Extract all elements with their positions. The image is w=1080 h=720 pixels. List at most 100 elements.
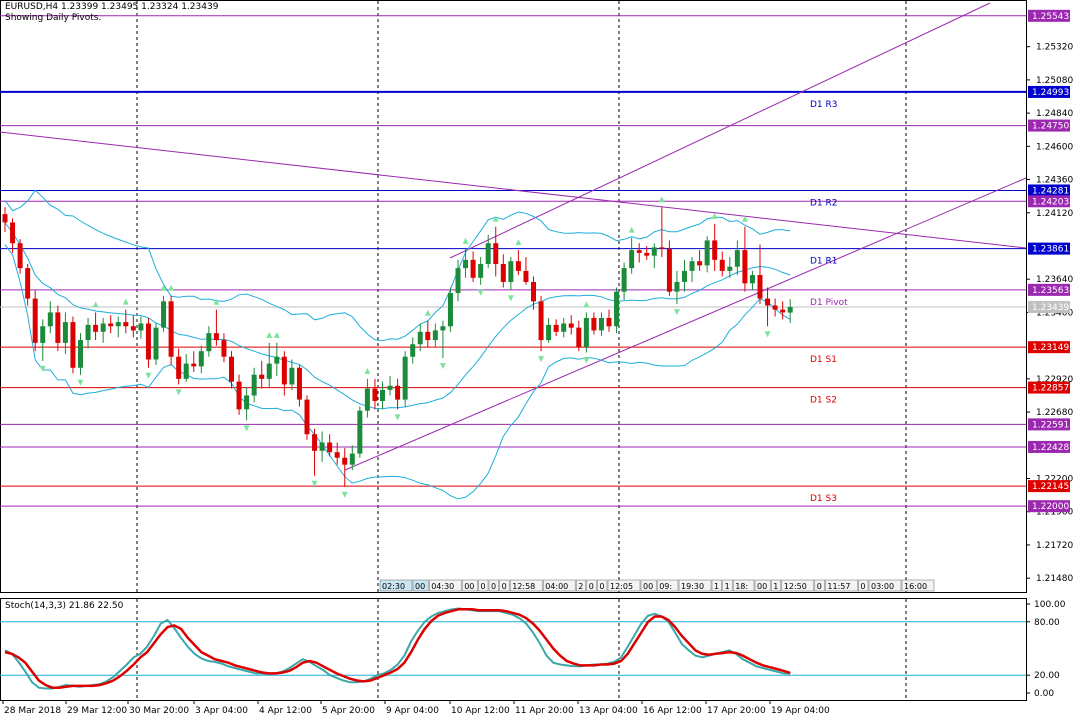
time-box-text-6: 0 <box>502 582 507 591</box>
candle-body-38 <box>289 367 295 385</box>
time-box-text-23: 11:57 <box>827 582 850 591</box>
candle-body-20 <box>153 327 159 360</box>
fractal-up-77 <box>583 301 590 308</box>
candle-body-95 <box>719 259 725 271</box>
horizontal-levels <box>0 15 1026 507</box>
price-label-box-11 <box>1028 440 1070 453</box>
candle-body-51 <box>387 385 393 390</box>
candle-body-17 <box>130 326 136 331</box>
time-box-text-19: 00 <box>757 582 767 591</box>
candle-body-54 <box>410 344 416 357</box>
candle-body-75 <box>568 323 574 328</box>
time-box-12 <box>607 579 641 592</box>
fractal-up-35 <box>266 331 273 338</box>
stoch-ticks: 100.00 80.00 20.00 0.00 <box>1026 600 1066 699</box>
fractal-down-71 <box>538 356 545 363</box>
candle-body-55 <box>417 331 423 345</box>
candle-body-8 <box>62 322 68 343</box>
stochastic-panel[interactable]: 100.00 80.00 20.00 0.00 <box>0 598 1066 701</box>
candle-body-11 <box>85 324 91 341</box>
time-box-text-2: 04:30 <box>431 582 454 591</box>
candle-body-47 <box>357 410 363 454</box>
candle-body-3 <box>25 268 31 299</box>
time-box-text-22: 0 <box>817 582 822 591</box>
fractal-down-67 <box>507 295 514 302</box>
price-label-10: 1.22591 <box>1032 420 1069 430</box>
time-box-6 <box>499 579 510 592</box>
candle-body-61 <box>463 259 469 269</box>
time-label-11: 17 Apr 20:00 <box>707 706 766 716</box>
candle-body-98 <box>742 250 748 284</box>
candle-body-77 <box>583 317 589 348</box>
candle-body-52 <box>395 385 401 400</box>
time-box-19 <box>754 579 771 592</box>
fractal-up-22 <box>168 284 175 291</box>
time-box-13 <box>640 579 657 592</box>
fractal-down-58 <box>439 363 446 370</box>
candle-body-69 <box>523 270 529 282</box>
candle-body-34 <box>259 374 265 379</box>
price-tick-2: 1.24840 <box>1036 109 1073 119</box>
fractal-up-65 <box>492 215 499 222</box>
candle-body-86 <box>651 247 657 256</box>
fractal-down-5 <box>39 365 46 372</box>
time-label-7: 10 Apr 12:00 <box>451 706 510 716</box>
price-label-box-12 <box>1028 480 1070 493</box>
fractal-up-98 <box>741 215 748 222</box>
candle-body-2 <box>17 243 23 269</box>
candle-body-79 <box>598 317 604 331</box>
candle-body-42 <box>319 442 325 451</box>
time-box-text-20: 1 <box>773 582 778 591</box>
time-box-2 <box>428 579 462 592</box>
fractal-down-32 <box>243 425 250 432</box>
candle-body-89 <box>674 281 680 292</box>
stoch-tick-0: 100.00 <box>1034 600 1066 610</box>
price-label-box-5 <box>1028 242 1070 255</box>
candle-body-64 <box>485 243 491 264</box>
pivot-label-4: D1 S1 <box>810 355 837 365</box>
price-tick-12: 1.21720 <box>1036 541 1073 551</box>
price-tick-6: 1.23640 <box>1036 275 1073 285</box>
time-label-2: 30 Mar 20:00 <box>129 706 189 716</box>
candle-body-56 <box>425 331 431 341</box>
candle-body-57 <box>432 330 438 341</box>
price-axis: 1.25320 1.25080 1.24840 1.24600 1.24360 1.241… <box>1026 9 1073 584</box>
time-box-20 <box>770 579 782 592</box>
candle-body-96 <box>727 266 733 271</box>
candle-body-48 <box>364 388 370 411</box>
time-box-text-12: 12:05 <box>610 582 633 591</box>
time-box-0 <box>379 579 413 592</box>
fractal-down-101 <box>764 331 771 338</box>
fractal-up-83 <box>628 226 635 233</box>
price-tick-3: 1.24600 <box>1036 142 1073 152</box>
candle-body-28 <box>213 333 219 341</box>
price-panel[interactable]: D1 R3 D1 R2 D1 R1 D1 Pivot D1 S1 D1 S2 D1 S3 0… <box>0 0 1027 593</box>
candle-body-83 <box>629 250 635 269</box>
candle-body-22 <box>168 301 174 357</box>
time-label-8: 11 Apr 20:00 <box>515 706 574 716</box>
time-box-7 <box>509 579 543 592</box>
time-box-11 <box>597 579 608 592</box>
pivot-label-3: D1 Pivot <box>810 298 848 308</box>
time-box-text-0: 02:30 <box>382 582 405 591</box>
candle-body-9 <box>70 322 76 368</box>
candle-body-73 <box>553 324 559 332</box>
candle-body-18 <box>138 323 144 331</box>
time-box-21 <box>781 579 815 592</box>
time-box-15 <box>678 579 712 592</box>
candle-body-32 <box>244 395 250 410</box>
candle-body-97 <box>734 250 740 267</box>
candle-body-33 <box>251 374 257 396</box>
candle-body-94 <box>712 240 718 260</box>
price-tick-7: 1.23400 <box>1036 308 1073 318</box>
fractal-down-52 <box>394 414 401 421</box>
time-label-5: 5 Apr 20:00 <box>322 706 375 716</box>
candle-body-76 <box>576 327 582 348</box>
candle-body-30 <box>229 356 234 382</box>
candle-body-12 <box>93 324 99 332</box>
fractal-up-28 <box>213 298 220 305</box>
time-box-text-10: 0 <box>589 582 594 591</box>
pivot-label-0: D1 R3 <box>810 100 838 110</box>
